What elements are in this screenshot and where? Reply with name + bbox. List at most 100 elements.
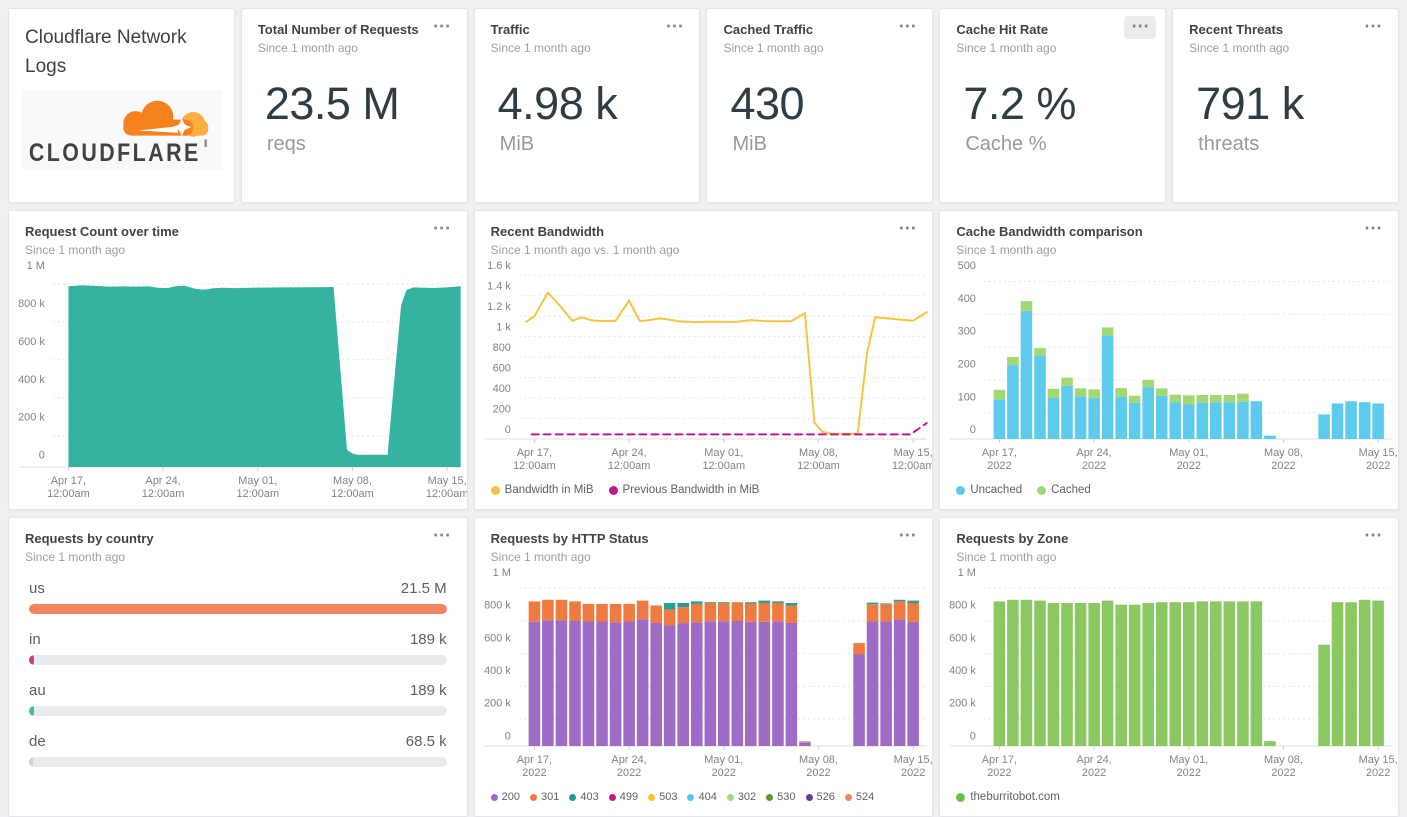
stat-unit: Cache % (965, 132, 1047, 155)
country-bar-track[interactable] (29, 757, 447, 768)
middle-row: Request Count over time Since 1 month ag… (8, 210, 1399, 510)
panel-menu-button[interactable]: ⋯ (1124, 16, 1157, 39)
panel-menu-button[interactable]: ⋯ (658, 16, 690, 39)
svg-text:12:00am: 12:00am (797, 460, 840, 472)
svg-text:400 k: 400 k (949, 665, 976, 677)
panel-menu-button[interactable]: ⋯ (891, 16, 923, 39)
legend-item[interactable]: Previous Bandwidth in MiB (608, 484, 760, 497)
svg-text:200: 200 (492, 404, 510, 416)
country-label: in (29, 631, 41, 649)
country-value: 21.5 M (400, 580, 447, 598)
svg-text:2022: 2022 (1082, 460, 1106, 472)
svg-text:2022: 2022 (1272, 767, 1296, 779)
legend-item[interactable]: 301 (530, 791, 559, 803)
top-row: Cloudflare Network Logs CLOUDFLARE (8, 8, 1399, 203)
svg-text:800: 800 (492, 342, 510, 354)
svg-text:400 k: 400 k (484, 665, 511, 677)
panel-cache-bandwidth-comparison: Cache Bandwidth comparison Since 1 month… (939, 210, 1399, 510)
legend-item[interactable]: Cached (1037, 484, 1091, 496)
legend-item[interactable]: 503 (648, 791, 677, 803)
stat-unit: MiB (732, 132, 767, 155)
country-bar-list: us 21.5 M in 189 k au 189 k de 68.5 k (9, 564, 467, 768)
svg-text:1 M: 1 M (492, 567, 510, 579)
panel-menu-button[interactable]: ⋯ (426, 218, 458, 241)
svg-text:May 01,: May 01, (238, 475, 277, 487)
country-value: 189 k (409, 631, 447, 649)
legend-item[interactable]: Bandwidth in MiB (490, 484, 594, 496)
svg-text:2022: 2022 (1366, 767, 1390, 779)
bottom-row: Requests by country Since 1 month ago ⋯ … (8, 517, 1399, 817)
panel-menu-button[interactable]: ⋯ (426, 525, 458, 548)
legend-item[interactable]: 200 (490, 791, 521, 804)
legend-dot-icon (1037, 485, 1047, 495)
legend-item[interactable]: 404 (687, 791, 717, 804)
legend-label: 200 (501, 791, 521, 804)
legend-item[interactable]: 530 (766, 791, 796, 804)
svg-text:2022: 2022 (1366, 460, 1390, 472)
legend-dot-icon (805, 793, 813, 801)
svg-text:2022: 2022 (617, 767, 641, 779)
svg-text:May 15,: May 15, (893, 754, 932, 766)
country-value: 68.5 k (405, 733, 447, 751)
cloudflare-logo: CLOUDFLARE (21, 89, 222, 170)
legend-item[interactable]: 302 (726, 791, 756, 803)
legend-label: 404 (698, 791, 717, 804)
svg-text:2022: 2022 (988, 460, 1012, 472)
legend-item[interactable]: Uncached (956, 484, 1022, 496)
legend-item[interactable]: theburritobot.com (956, 791, 1060, 803)
svg-text:May 08,: May 08, (1264, 447, 1303, 459)
legend-label: Cached (1051, 484, 1091, 497)
panel-title: Traffic (490, 22, 530, 37)
svg-text:May 15,: May 15, (893, 447, 932, 459)
svg-text:1.6 k: 1.6 k (487, 260, 511, 272)
svg-text:300: 300 (958, 326, 976, 338)
svg-text:600 k: 600 k (949, 633, 976, 645)
svg-text:12:00am: 12:00am (142, 488, 185, 500)
svg-text:1 k: 1 k (496, 322, 511, 334)
panel-menu-button[interactable]: ⋯ (1357, 16, 1389, 39)
legend-label: 530 (777, 791, 796, 804)
svg-text:2022: 2022 (711, 767, 735, 779)
svg-text:Apr 17,: Apr 17, (516, 447, 551, 459)
panel-title: Cache Hit Rate (956, 22, 1049, 37)
svg-text:200 k: 200 k (949, 698, 976, 710)
legend-dot-icon (530, 793, 538, 801)
svg-text:0: 0 (504, 424, 510, 436)
svg-text:200 k: 200 k (18, 412, 45, 424)
country-bar-track[interactable] (29, 604, 447, 615)
panel-requests-by-zone: Requests by Zone Since 1 month ago ⋯ 0 20… (939, 517, 1399, 817)
panel-menu-button[interactable]: ⋯ (891, 218, 923, 241)
legend-item[interactable]: 403 (569, 791, 599, 803)
svg-text:800 k: 800 k (484, 600, 511, 612)
panel-menu-button[interactable]: ⋯ (891, 525, 923, 548)
panel-menu-button[interactable]: ⋯ (1357, 218, 1389, 241)
legend-item[interactable]: 499 (608, 791, 638, 803)
svg-text:May 01,: May 01, (704, 754, 743, 766)
svg-text:2022: 2022 (806, 767, 830, 779)
panel-menu-button[interactable]: ⋯ (426, 16, 458, 39)
country-bar-fill (29, 655, 34, 666)
panel-subtitle: Since 1 month ago vs. 1 month ago (490, 243, 680, 258)
legend-dot-icon (766, 793, 774, 801)
legend-item[interactable]: 524 (844, 791, 874, 803)
legend-label: Previous Bandwidth in MiB (622, 484, 760, 497)
panel-total-requests: Total Number of Requests Since 1 month a… (240, 8, 468, 203)
svg-text:400 k: 400 k (18, 374, 45, 386)
panel-menu-button[interactable]: ⋯ (1357, 525, 1389, 548)
panel-subtitle: Since 1 month ago (956, 243, 1057, 258)
legend-dot-icon (569, 793, 577, 801)
stat-unit: reqs (266, 132, 306, 155)
stat-unit: threats (1198, 132, 1260, 155)
cloudflare-wordmark: CLOUDFLARE (29, 140, 201, 166)
country-bar-track[interactable] (29, 655, 447, 666)
legend-dot-icon (648, 793, 656, 801)
svg-text:12:00am: 12:00am (331, 488, 374, 500)
svg-text:Apr 24,: Apr 24, (145, 475, 180, 487)
svg-text:0: 0 (970, 731, 976, 743)
country-bar-track[interactable] (29, 706, 447, 717)
svg-text:2022: 2022 (1177, 460, 1201, 472)
legend-item[interactable]: 526 (805, 791, 835, 803)
svg-text:200: 200 (958, 359, 976, 371)
